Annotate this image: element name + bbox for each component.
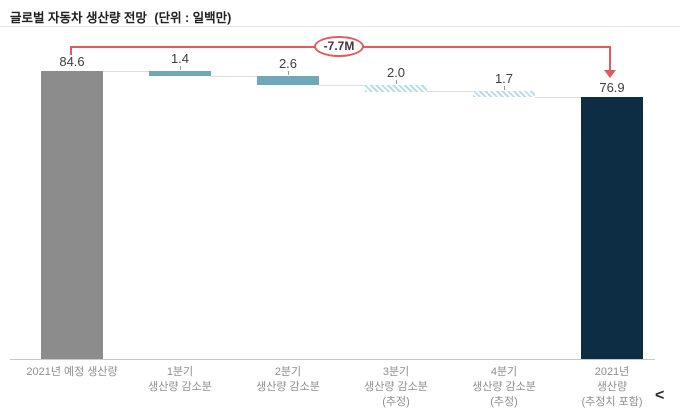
decrease-annotation-badge: -7.7M bbox=[314, 36, 364, 57]
value-leader-tick bbox=[180, 66, 181, 70]
chart-unit-label: (단위 : 일백만) bbox=[154, 11, 232, 25]
bar-q2-decrease bbox=[257, 76, 319, 85]
step-connector bbox=[319, 85, 365, 86]
arrow-down-icon bbox=[604, 70, 616, 78]
category-label-q4-decrease-estimated: 4분기 생산량 감소분 (추정) bbox=[472, 366, 536, 408]
value-label-2021-planned: 84.6 bbox=[59, 54, 85, 69]
chart-header: 글로벌 자동차 생산량 전망 (단위 : 일백만) bbox=[10, 7, 231, 26]
step-connector bbox=[211, 76, 257, 77]
bar-q4-decrease-estimated bbox=[473, 91, 535, 97]
category-label-q3-decrease-estimated: 3분기 생산량 감소분 (추정) bbox=[364, 366, 428, 408]
category-label-2021-planned: 2021년 예정 생산량 bbox=[26, 366, 118, 378]
value-leader-tick bbox=[504, 86, 505, 90]
bar-2021-estimated-total bbox=[581, 97, 643, 359]
x-axis-line bbox=[10, 359, 655, 360]
chart-title: 글로벌 자동차 생산량 전망 bbox=[10, 11, 147, 25]
step-connector bbox=[103, 71, 149, 72]
value-label-q1-decrease: 1.4 bbox=[170, 51, 190, 66]
value-leader-tick bbox=[288, 71, 289, 75]
value-leader-tick bbox=[396, 80, 397, 84]
value-label-q2-decrease: 2.6 bbox=[278, 56, 298, 71]
decrease-bracket-arrow-line bbox=[609, 46, 611, 71]
bar-q3-decrease-estimated bbox=[365, 85, 427, 92]
bar-q1-decrease bbox=[149, 71, 211, 76]
decrease-bracket-left-tick bbox=[70, 46, 72, 55]
title-divider bbox=[0, 26, 680, 27]
value-label-q4-decrease-estimated: 1.7 bbox=[494, 71, 514, 86]
category-label-q2-decrease: 2분기 생산량 감소분 bbox=[256, 366, 320, 393]
category-label-q1-decrease: 1분기 생산량 감소분 bbox=[148, 366, 212, 393]
carousel-prev-icon[interactable]: < bbox=[655, 387, 665, 404]
step-connector bbox=[427, 91, 473, 92]
value-label-q3-decrease-estimated: 2.0 bbox=[386, 65, 406, 80]
step-connector bbox=[535, 97, 581, 98]
value-label-2021-estimated-total: 76.9 bbox=[599, 80, 625, 95]
category-label-2021-estimated-total: 2021년 생산량 (추정치 포함) bbox=[581, 366, 643, 408]
bar-2021-planned bbox=[41, 71, 103, 359]
